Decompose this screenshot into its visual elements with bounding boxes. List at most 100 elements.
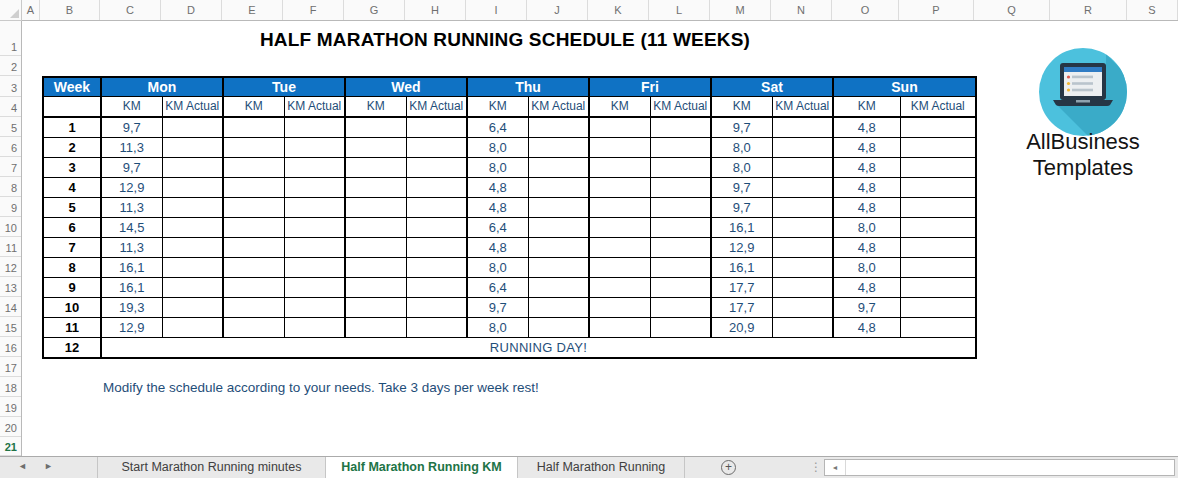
- km-cell[interactable]: [223, 257, 284, 277]
- km-cell[interactable]: 4,8: [833, 277, 900, 297]
- km-cell[interactable]: 8,0: [833, 217, 900, 237]
- km-cell[interactable]: 4,8: [833, 157, 900, 177]
- km-cell[interactable]: 16,1: [711, 217, 772, 237]
- km-cell[interactable]: 14,5: [101, 217, 162, 237]
- km-actual-cell[interactable]: [528, 197, 589, 217]
- km-cell[interactable]: 16,1: [101, 257, 162, 277]
- km-cell[interactable]: 9,7: [101, 157, 162, 177]
- week-number-cell[interactable]: 5: [43, 197, 101, 217]
- km-cell[interactable]: [223, 277, 284, 297]
- km-actual-cell[interactable]: [772, 157, 833, 177]
- km-cell[interactable]: 9,7: [101, 117, 162, 138]
- km-cell[interactable]: 11,3: [101, 237, 162, 257]
- km-actual-cell[interactable]: [162, 177, 223, 197]
- km-actual-cell[interactable]: [900, 277, 976, 297]
- km-actual-cell[interactable]: [772, 277, 833, 297]
- km-actual-cell[interactable]: [284, 157, 345, 177]
- km-header-cell[interactable]: KM: [711, 96, 772, 117]
- running-day-cell[interactable]: RUNNING DAY!: [101, 337, 976, 358]
- km-cell[interactable]: 20,9: [711, 317, 772, 337]
- row-header-3[interactable]: 3: [0, 76, 21, 97]
- km-actual-cell[interactable]: [772, 237, 833, 257]
- km-cell[interactable]: [589, 317, 650, 337]
- km-cell[interactable]: 8,0: [711, 137, 772, 157]
- row-header-18[interactable]: 18: [0, 377, 21, 397]
- km-cell[interactable]: [589, 157, 650, 177]
- km-header-cell[interactable]: KM: [467, 96, 528, 117]
- km-actual-cell[interactable]: [650, 317, 711, 337]
- day-header-tue[interactable]: Tue: [223, 77, 345, 96]
- km-actual-cell[interactable]: [284, 297, 345, 317]
- km-actual-cell[interactable]: [900, 197, 976, 217]
- km-actual-cell[interactable]: [162, 217, 223, 237]
- km-cell[interactable]: [345, 177, 406, 197]
- col-header-G[interactable]: G: [344, 0, 405, 20]
- km-cell[interactable]: 11,3: [101, 197, 162, 217]
- col-header-H[interactable]: H: [405, 0, 466, 20]
- km-actual-cell[interactable]: [406, 177, 467, 197]
- km-header-cell[interactable]: KM: [101, 96, 162, 117]
- select-all-corner[interactable]: [0, 0, 22, 21]
- km-cell[interactable]: [223, 297, 284, 317]
- km-actual-cell[interactable]: [162, 137, 223, 157]
- week-number-cell[interactable]: 11: [43, 317, 101, 337]
- col-header-A[interactable]: A: [22, 0, 40, 20]
- km-actual-cell[interactable]: [528, 157, 589, 177]
- km-cell[interactable]: 12,9: [711, 237, 772, 257]
- km-actual-cell[interactable]: [406, 297, 467, 317]
- km-cell[interactable]: [223, 197, 284, 217]
- km-cell[interactable]: 16,1: [101, 277, 162, 297]
- km-actual-cell[interactable]: [772, 257, 833, 277]
- scroll-left-icon[interactable]: ◄: [825, 460, 846, 475]
- day-header-fri[interactable]: Fri: [589, 77, 711, 96]
- tabbar-resize-dots-icon[interactable]: ⋮: [810, 460, 822, 474]
- km-actual-cell[interactable]: [406, 197, 467, 217]
- km-actual-cell[interactable]: [284, 317, 345, 337]
- row-header-2[interactable]: 2: [0, 56, 21, 76]
- km-actual-cell[interactable]: [772, 117, 833, 138]
- km-actual-header-cell[interactable]: KM Actual: [162, 96, 223, 117]
- km-cell[interactable]: 8,0: [467, 257, 528, 277]
- km-cell[interactable]: [223, 317, 284, 337]
- col-header-R[interactable]: R: [1050, 0, 1127, 20]
- week-number-cell[interactable]: 3: [43, 157, 101, 177]
- km-actual-cell[interactable]: [772, 177, 833, 197]
- km-cell[interactable]: [589, 237, 650, 257]
- km-actual-cell[interactable]: [406, 137, 467, 157]
- km-cell[interactable]: [589, 257, 650, 277]
- km-cell[interactable]: 17,7: [711, 297, 772, 317]
- km-cell[interactable]: [589, 137, 650, 157]
- km-header-cell[interactable]: KM: [345, 96, 406, 117]
- tab-nav-left-icon[interactable]: ◄: [18, 461, 27, 471]
- km-cell[interactable]: 11,3: [101, 137, 162, 157]
- km-actual-header-cell[interactable]: KM Actual: [406, 96, 467, 117]
- col-header-L[interactable]: L: [649, 0, 710, 20]
- km-cell[interactable]: 9,7: [467, 297, 528, 317]
- tab-nav-right-icon[interactable]: ►: [44, 461, 53, 471]
- km-actual-cell[interactable]: [650, 197, 711, 217]
- day-header-thu[interactable]: Thu: [467, 77, 589, 96]
- col-header-N[interactable]: N: [771, 0, 832, 20]
- row-header-15[interactable]: 15: [0, 317, 21, 337]
- km-actual-cell[interactable]: [650, 237, 711, 257]
- km-actual-cell[interactable]: [406, 157, 467, 177]
- km-cell[interactable]: [345, 297, 406, 317]
- km-cell[interactable]: [345, 237, 406, 257]
- km-actual-cell[interactable]: [162, 237, 223, 257]
- km-actual-cell[interactable]: [900, 257, 976, 277]
- km-actual-cell[interactable]: [650, 137, 711, 157]
- row-header-12[interactable]: 12: [0, 257, 21, 277]
- km-header-cell[interactable]: KM: [223, 96, 284, 117]
- km-cell[interactable]: 6,4: [467, 277, 528, 297]
- km-actual-cell[interactable]: [900, 157, 976, 177]
- km-actual-cell[interactable]: [284, 117, 345, 138]
- km-cell[interactable]: [345, 197, 406, 217]
- km-actual-cell[interactable]: [772, 197, 833, 217]
- km-actual-cell[interactable]: [162, 297, 223, 317]
- km-cell[interactable]: [345, 257, 406, 277]
- km-actual-header-cell[interactable]: KM Actual: [284, 96, 345, 117]
- km-cell[interactable]: 9,7: [711, 177, 772, 197]
- km-cell[interactable]: 17,7: [711, 277, 772, 297]
- row-header-21[interactable]: 21: [0, 437, 21, 456]
- col-header-E[interactable]: E: [222, 0, 283, 20]
